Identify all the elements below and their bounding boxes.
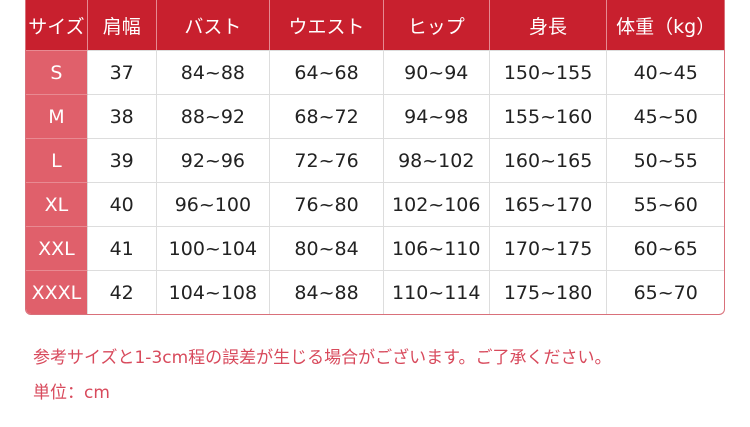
table-cell: 98~102 <box>383 138 490 182</box>
table-cell: 94~98 <box>383 94 490 138</box>
table-cell: 80~84 <box>270 226 384 270</box>
table-cell: 100~104 <box>156 226 271 270</box>
table-cell: 170~175 <box>489 226 608 270</box>
table-cell: 84~88 <box>270 270 384 314</box>
size-label: S <box>26 50 88 94</box>
table-cell: 60~65 <box>607 226 724 270</box>
column-header: 体重（kg） <box>607 0 724 50</box>
column-header: サイズ <box>26 0 88 50</box>
table-row: L 39 92~96 72~76 98~102 160~165 50~55 <box>26 138 724 182</box>
table-cell: 104~108 <box>156 270 271 314</box>
table-cell: 110~114 <box>383 270 490 314</box>
table-row: XL 40 96~100 76~80 102~106 165~170 55~60 <box>26 182 724 226</box>
size-chart-table: サイズ 肩幅 バスト ウエスト ヒップ 身長 体重（kg） S 37 84~88 64~68 90~… <box>25 0 725 315</box>
table-cell: 150~155 <box>489 50 608 94</box>
table-cell: 102~106 <box>383 182 490 226</box>
column-header: 身長 <box>489 0 608 50</box>
table-cell: 68~72 <box>270 94 384 138</box>
table-cell: 106~110 <box>383 226 490 270</box>
column-header: 肩幅 <box>87 0 157 50</box>
table-cell: 50~55 <box>607 138 724 182</box>
table-cell: 175~180 <box>489 270 608 314</box>
table-cell: 88~92 <box>156 94 271 138</box>
table-cell: 45~50 <box>607 94 724 138</box>
table-cell: 41 <box>87 226 157 270</box>
table-cell: 64~68 <box>270 50 384 94</box>
size-label: M <box>26 94 88 138</box>
table-cell: 42 <box>87 270 157 314</box>
table-cell: 96~100 <box>156 182 271 226</box>
table-row: M 38 88~92 68~72 94~98 155~160 45~50 <box>26 94 724 138</box>
table-cell: 40 <box>87 182 157 226</box>
table-cell: 90~94 <box>383 50 490 94</box>
table-row: XXXL 42 104~108 84~88 110~114 175~180 65~70 <box>26 270 724 314</box>
column-header: ウエスト <box>270 0 384 50</box>
table-cell: 37 <box>87 50 157 94</box>
column-header: ヒップ <box>383 0 490 50</box>
header-row: サイズ 肩幅 バスト ウエスト ヒップ 身長 体重（kg） <box>26 0 724 50</box>
size-label: L <box>26 138 88 182</box>
table-cell: 38 <box>87 94 157 138</box>
table-cell: 155~160 <box>489 94 608 138</box>
table-cell: 65~70 <box>607 270 724 314</box>
table-cell: 76~80 <box>270 182 384 226</box>
column-header: バスト <box>156 0 271 50</box>
table-cell: 84~88 <box>156 50 271 94</box>
unit-note: 単位：cm <box>33 383 110 403</box>
size-label: XL <box>26 182 88 226</box>
table-cell: 39 <box>87 138 157 182</box>
table-cell: 40~45 <box>607 50 724 94</box>
table-cell: 165~170 <box>489 182 608 226</box>
table-cell: 55~60 <box>607 182 724 226</box>
table-cell: 160~165 <box>489 138 608 182</box>
disclaimer-note: 参考サイズと1-3cm程の誤差が生じる場合がございます。ご了承ください。 <box>33 348 612 368</box>
table-row: XXL 41 100~104 80~84 106~110 170~175 60~65 <box>26 226 724 270</box>
size-label: XXL <box>26 226 88 270</box>
size-label: XXXL <box>26 270 88 314</box>
table-row: S 37 84~88 64~68 90~94 150~155 40~45 <box>26 50 724 94</box>
table-cell: 72~76 <box>270 138 384 182</box>
table-cell: 92~96 <box>156 138 271 182</box>
